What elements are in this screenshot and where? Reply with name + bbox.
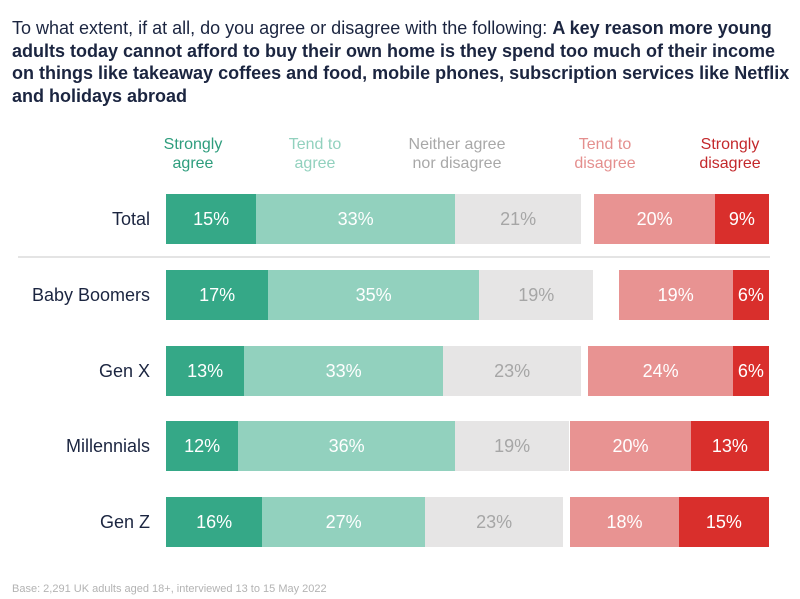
bar-segment-tend-to-disagree: 20% <box>594 194 715 244</box>
bar-segment-neither-agree-nor-disagree: 19% <box>454 421 570 471</box>
bar-segment-tend-to-disagree: 20% <box>570 421 691 471</box>
value-label: 35% <box>355 284 392 305</box>
bar-segment-strongly-agree: 13% <box>166 346 245 396</box>
bar-segment-neither-agree-nor-disagree: 19% <box>479 270 594 320</box>
value-label: 15% <box>705 511 742 532</box>
category-label: Baby Boomers <box>31 285 150 305</box>
legend-item-tend-to-agree: Tend to agree <box>288 136 342 172</box>
value-label: 9% <box>728 208 755 229</box>
chart-title: To what extent, if at all, do you agree … <box>12 17 800 108</box>
value-label: 23% <box>476 511 513 532</box>
value-label: 33% <box>337 208 374 229</box>
value-label: 18% <box>606 511 643 532</box>
legend-item-strongly-disagree: Strongly disagree <box>699 136 761 172</box>
bar-segment-neither-agree-nor-disagree: 23% <box>442 346 582 396</box>
value-label: 13% <box>187 360 224 381</box>
category-label: Total <box>111 209 150 229</box>
bar-segment-strongly-disagree: 9% <box>714 194 769 244</box>
chart-title-statement: A key reason more young adults today can… <box>12 18 790 107</box>
bar-segment-strongly-agree: 15% <box>166 194 257 244</box>
bar-segment-tend-to-disagree: 24% <box>588 346 733 396</box>
value-label: 12% <box>184 435 221 456</box>
bar-segment-strongly-disagree: 15% <box>678 497 769 547</box>
bar-segment-neither-agree-nor-disagree: 23% <box>424 497 564 547</box>
value-label: 19% <box>657 284 694 305</box>
base-footnote: Base: 2,291 UK adults aged 18+, intervie… <box>12 583 327 595</box>
chart-title-question: To what extent, if at all, do you agree … <box>12 18 553 38</box>
value-label: 21% <box>500 208 537 229</box>
bar-segment-neither-agree-nor-disagree: 21% <box>454 194 582 244</box>
value-label: 6% <box>737 284 764 305</box>
value-label: 20% <box>612 435 649 456</box>
legend-item-tend-to-disagree: Tend to disagree <box>574 136 636 172</box>
category-label: Gen Z <box>99 512 150 532</box>
bar-segment-tend-to-agree: 33% <box>244 346 443 396</box>
value-label: 6% <box>737 360 764 381</box>
bar-segment-strongly-agree: 17% <box>166 270 269 320</box>
legend-item-neither: Neither agree nor disagree <box>408 136 506 172</box>
bar-segment-strongly-disagree: 6% <box>732 346 769 396</box>
bar-segment-tend-to-disagree: 19% <box>618 270 733 320</box>
bar-segment-strongly-disagree: 13% <box>690 421 769 471</box>
value-label: 19% <box>518 284 555 305</box>
bar-segment-tend-to-agree: 33% <box>256 194 455 244</box>
value-label: 16% <box>196 511 233 532</box>
bar-segment-tend-to-disagree: 18% <box>570 497 679 547</box>
value-label: 23% <box>494 360 531 381</box>
bar-segment-tend-to-agree: 27% <box>262 497 425 547</box>
value-label: 33% <box>325 360 362 381</box>
value-label: 19% <box>494 435 531 456</box>
value-label: 24% <box>642 360 679 381</box>
bar-segment-strongly-agree: 16% <box>166 497 263 547</box>
value-label: 17% <box>199 284 236 305</box>
total-separator-line <box>18 256 770 258</box>
legend-item-strongly-agree: Strongly agree <box>163 136 223 172</box>
category-label: Gen X <box>98 361 150 381</box>
bar-segment-tend-to-agree: 36% <box>238 421 455 471</box>
bar-segment-strongly-agree: 12% <box>166 421 239 471</box>
category-label: Millennials <box>65 436 150 456</box>
bar-segment-strongly-disagree: 6% <box>732 270 769 320</box>
value-label: 36% <box>328 435 365 456</box>
value-label: 20% <box>636 208 673 229</box>
value-label: 13% <box>711 435 748 456</box>
bar-segment-tend-to-agree: 35% <box>268 270 480 320</box>
value-label: 15% <box>193 208 230 229</box>
value-label: 27% <box>325 511 362 532</box>
